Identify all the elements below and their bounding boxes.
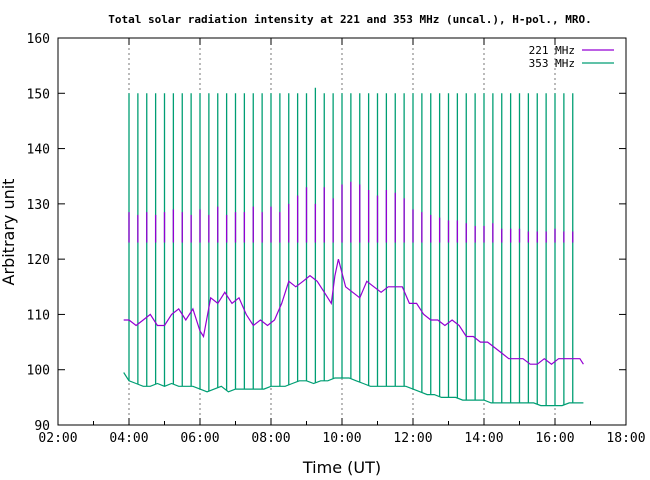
x-tick-label: 10:00	[322, 431, 361, 446]
legend-label: 353 MHz	[529, 57, 575, 70]
x-tick-label: 08:00	[251, 431, 290, 446]
x-axis-label: Time (UT)	[302, 458, 381, 477]
x-tick-label: 12:00	[393, 431, 432, 446]
chart-title: Total solar radiation intensity at 221 a…	[108, 13, 591, 26]
y-tick-label: 110	[27, 308, 50, 323]
y-tick-label: 160	[27, 32, 50, 47]
series-line-221-mhz	[123, 258, 584, 365]
x-axis: 02:00 04:00 06:00 08:00 10:00 12:00 14:00 16:00…	[38, 38, 646, 446]
y-tick-label: 100	[27, 364, 50, 379]
y-tick-label: 140	[27, 143, 50, 158]
y-axis: 90 100 110 120 130 140 150 160	[27, 32, 626, 434]
spikes-353-mhz	[128, 87, 574, 406]
x-tick-label: 06:00	[180, 431, 219, 446]
x-tick-label: 04:00	[109, 431, 148, 446]
x-tick-label: 18:00	[606, 431, 645, 446]
spikes-221-mhz	[128, 181, 574, 243]
legend-label: 221 MHz	[529, 44, 575, 57]
series-lines	[123, 258, 584, 407]
series-line-353-mhz	[123, 372, 584, 407]
x-tick-label: 16:00	[535, 431, 574, 446]
y-axis-label: Arbitrary unit	[0, 179, 18, 286]
y-tick-label: 90	[34, 419, 50, 434]
y-tick-label: 150	[27, 87, 50, 102]
x-tick-label: 02:00	[38, 431, 77, 446]
y-tick-label: 120	[27, 253, 50, 268]
y-tick-label: 130	[27, 198, 50, 213]
x-tick-label: 14:00	[464, 431, 503, 446]
